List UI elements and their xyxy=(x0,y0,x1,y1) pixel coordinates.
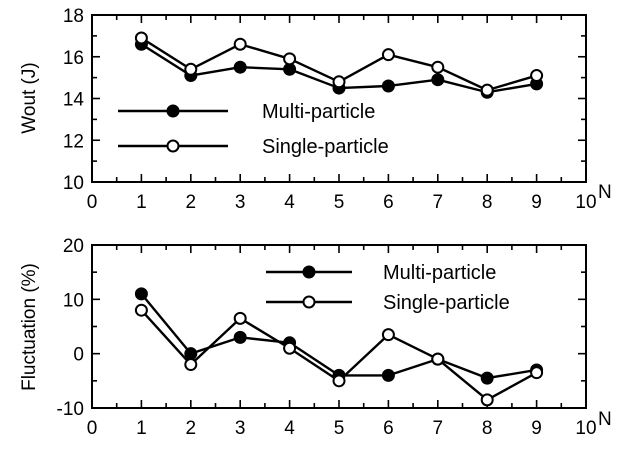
x-tick-label: 0 xyxy=(87,418,98,439)
x-tick-label: 0 xyxy=(87,192,98,213)
x-tick-label: 9 xyxy=(531,192,542,213)
top-x-axis-title: N xyxy=(598,182,612,203)
x-tick-label: 7 xyxy=(433,418,444,439)
y-tick-label: 10 xyxy=(63,173,84,194)
y-tick-label: 16 xyxy=(63,48,84,69)
multi-particle-point xyxy=(184,347,198,361)
x-tick-label: 10 xyxy=(575,418,596,439)
bottom-x-tick-labels: 0 1 2 3 4 5 6 7 8 9 10 xyxy=(87,418,597,439)
single-particle-point xyxy=(134,31,148,45)
x-tick-label: 3 xyxy=(235,418,246,439)
x-tick-label: 9 xyxy=(531,418,542,439)
top-y-axis-title: Wout (J) xyxy=(19,62,40,133)
x-tick-label: 1 xyxy=(136,418,147,439)
top-x-tick-labels: 0 1 2 3 4 5 6 7 8 9 10 xyxy=(87,192,597,213)
single-particle-point xyxy=(530,69,544,83)
legend-label-multi-particle: Multi-particle xyxy=(383,262,496,284)
single-particle-point xyxy=(381,328,395,342)
legend-marker-multi-particle xyxy=(302,265,316,279)
multi-particle-point xyxy=(431,73,445,87)
bottom-ticks xyxy=(91,244,587,409)
bottom-x-axis-title: N xyxy=(598,409,612,430)
multi-particle-point xyxy=(381,368,395,382)
multi-particle-point xyxy=(480,371,494,385)
single-particle-point xyxy=(381,48,395,62)
single-particle-point xyxy=(184,62,198,76)
top-y-tick-labels: 10 12 14 16 18 xyxy=(63,6,85,194)
x-tick-label: 10 xyxy=(575,192,596,213)
single-particle-point xyxy=(332,374,346,388)
single-particle-point xyxy=(480,83,494,97)
top-ticks xyxy=(91,14,587,183)
single-particle-point xyxy=(283,341,297,355)
legend-label-single-particle: Single-particle xyxy=(383,292,510,314)
x-tick-label: 3 xyxy=(235,192,246,213)
legend-label-single-particle: Single-particle xyxy=(262,136,389,158)
x-tick-label: 2 xyxy=(186,192,197,213)
top-legend: Multi-particle Single-particle xyxy=(118,101,389,158)
x-tick-label: 8 xyxy=(482,192,493,213)
multi-particle-point xyxy=(233,330,247,344)
single-particle-point xyxy=(332,75,346,89)
y-tick-label: 10 xyxy=(63,290,84,311)
x-tick-label: 6 xyxy=(383,418,394,439)
multi-particle-point xyxy=(233,60,247,74)
y-tick-label: -10 xyxy=(57,399,84,420)
top-series-group xyxy=(134,31,544,99)
x-tick-label: 7 xyxy=(433,192,444,213)
x-tick-label: 8 xyxy=(482,418,493,439)
x-tick-label: 5 xyxy=(334,418,345,439)
y-tick-label: 14 xyxy=(63,90,85,111)
x-tick-label: 6 xyxy=(383,192,394,213)
legend-marker-single-particle xyxy=(302,295,316,309)
multi-particle-point xyxy=(283,62,297,76)
legend-marker-multi-particle xyxy=(166,104,180,118)
bottom-series-group xyxy=(134,287,544,407)
single-particle-point xyxy=(134,303,148,317)
bottom-legend: Multi-particle Single-particle xyxy=(266,262,510,314)
legend-label-multi-particle: Multi-particle xyxy=(262,101,375,123)
single-particle-point xyxy=(431,352,445,366)
x-tick-label: 2 xyxy=(186,418,197,439)
y-tick-label: 12 xyxy=(63,131,84,152)
x-tick-label: 5 xyxy=(334,192,345,213)
single-particle-point xyxy=(431,60,445,74)
single-particle-point xyxy=(184,358,198,372)
single-particle-point xyxy=(530,366,544,380)
x-tick-label: 1 xyxy=(136,192,147,213)
multi-particle-point xyxy=(381,79,395,93)
single-particle-point xyxy=(480,393,494,407)
bottom-y-axis-title: Fluctuation (%) xyxy=(19,263,40,391)
y-tick-label: 18 xyxy=(63,6,84,27)
y-tick-label: 20 xyxy=(63,236,84,257)
bottom-y-tick-labels: -10 0 10 20 xyxy=(57,236,84,420)
single-particle-point xyxy=(283,52,297,66)
multi-particle-point xyxy=(134,287,148,301)
x-tick-label: 4 xyxy=(284,192,295,213)
single-particle-point xyxy=(233,37,247,51)
single-particle-point xyxy=(233,311,247,325)
y-tick-label: 0 xyxy=(73,345,84,366)
legend-marker-single-particle xyxy=(166,139,180,153)
x-tick-label: 4 xyxy=(284,418,295,439)
